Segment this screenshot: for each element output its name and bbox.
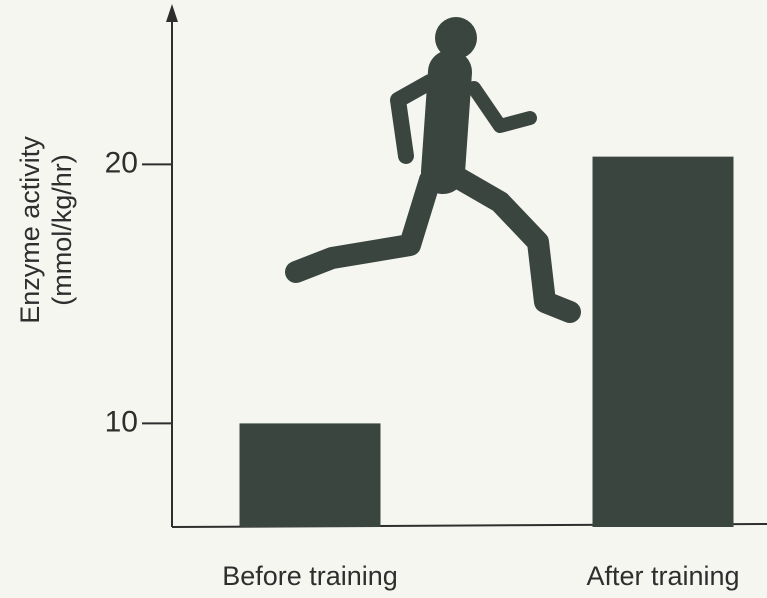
y-axis-label-line: Enzyme activity xyxy=(15,136,45,324)
y-axis-label-line: (mmol/kg/hr) xyxy=(47,154,77,306)
bar xyxy=(593,157,734,527)
x-tick-label: After training xyxy=(586,561,739,591)
bar xyxy=(240,423,381,527)
chart: Enzyme activity (mmol/kg/hr) 10 20 Before … xyxy=(0,0,767,598)
x-tick-label: Before training xyxy=(222,561,398,591)
y-tick-label: 20 xyxy=(105,146,138,179)
y-tick-label: 10 xyxy=(105,405,138,438)
